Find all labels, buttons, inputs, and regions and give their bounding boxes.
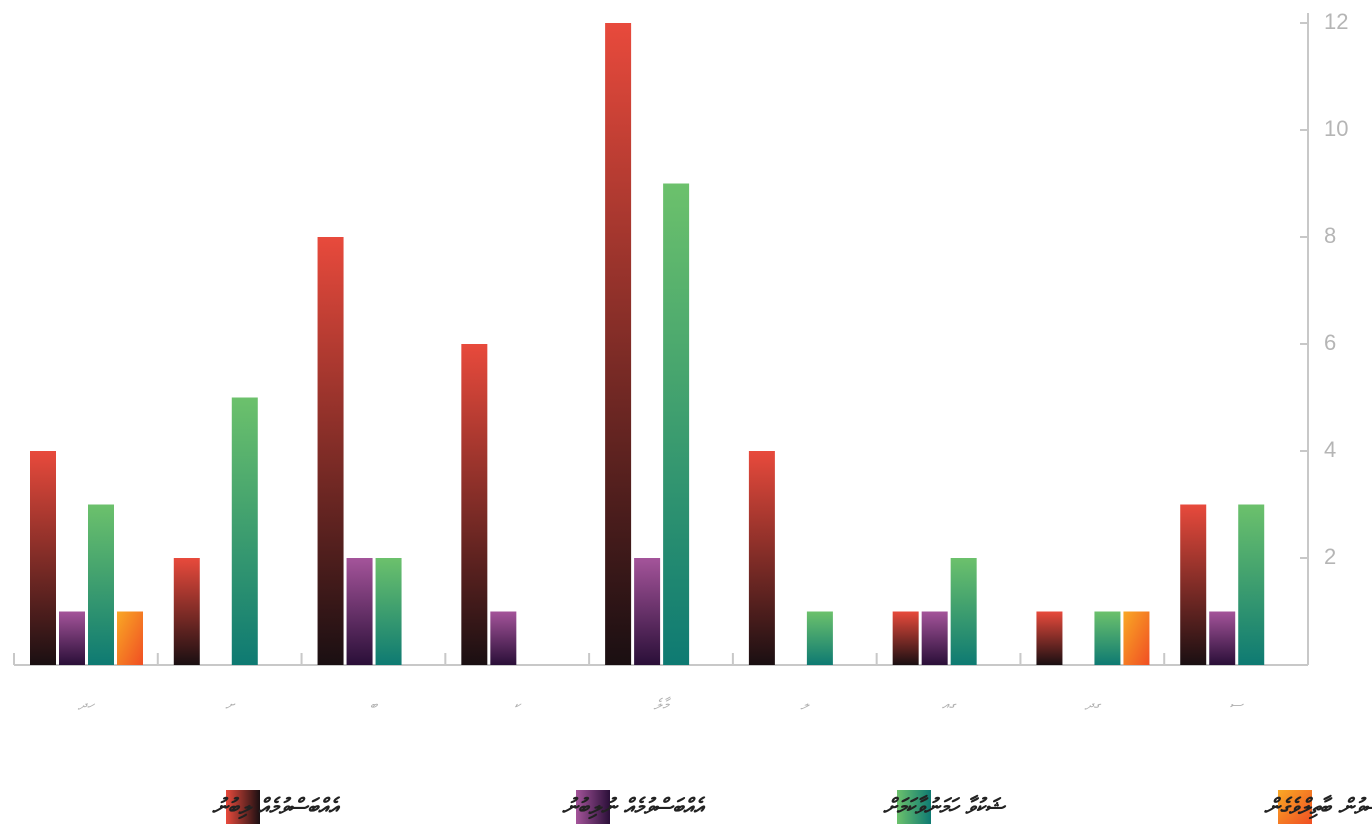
bar bbox=[30, 451, 56, 665]
x-tick-label: ކ bbox=[514, 696, 522, 714]
y-tick-label: 10 bbox=[1324, 116, 1348, 141]
bar bbox=[1036, 611, 1063, 665]
bar bbox=[1094, 611, 1121, 665]
bar bbox=[346, 558, 373, 665]
x-tick-label: ގއ bbox=[942, 696, 957, 714]
y-tick-label: 6 bbox=[1324, 330, 1336, 355]
bar bbox=[1209, 611, 1236, 665]
x-tick-label: ސ bbox=[1230, 696, 1245, 714]
y-tick-label: 2 bbox=[1324, 544, 1336, 569]
legend-swatch bbox=[1278, 790, 1312, 824]
legend-swatch bbox=[226, 790, 260, 824]
y-tick-label: 12 bbox=[1324, 9, 1348, 34]
x-tick-label: ގދ bbox=[1083, 696, 1101, 714]
legend-label: އެއްބަސްވުމެއް ލިބުނު bbox=[212, 795, 340, 820]
bar bbox=[1238, 504, 1265, 665]
y-tick-label: 8 bbox=[1324, 223, 1336, 248]
bar bbox=[748, 451, 775, 665]
bar bbox=[88, 504, 114, 665]
bar bbox=[231, 397, 258, 665]
bar bbox=[634, 558, 661, 665]
bar bbox=[59, 611, 85, 665]
x-tick-label: މާލެ bbox=[654, 696, 672, 714]
bar bbox=[117, 611, 143, 665]
x-tick-label: ހދ bbox=[77, 696, 96, 714]
bar bbox=[173, 558, 200, 665]
legend-swatch bbox=[897, 790, 931, 824]
bar bbox=[490, 611, 517, 665]
bar bbox=[375, 558, 402, 665]
x-tick-label: ށ bbox=[225, 696, 236, 714]
bar bbox=[806, 611, 833, 665]
bar bbox=[605, 23, 632, 665]
bar bbox=[950, 558, 977, 665]
legend-swatch bbox=[576, 790, 610, 824]
legend-label: އެއްބަސްވުމެއް ނުލިބުނު bbox=[562, 795, 706, 820]
legend-label: ޝަކުވާ ހަމަނުވާކަމަށް bbox=[883, 794, 1007, 820]
bar bbox=[921, 611, 948, 665]
x-tick-label: ލ bbox=[800, 696, 810, 714]
bar bbox=[1123, 611, 1150, 665]
bar bbox=[461, 344, 488, 665]
y-tick-label: 4 bbox=[1324, 437, 1336, 462]
bar bbox=[892, 611, 919, 665]
bar bbox=[317, 237, 344, 665]
bar bbox=[1180, 504, 1207, 665]
legend-label: އެއްބަސްވުން ބާތިލްވެގެން bbox=[1264, 794, 1372, 820]
bar bbox=[663, 183, 690, 665]
x-tick-label: ބ bbox=[370, 696, 379, 714]
